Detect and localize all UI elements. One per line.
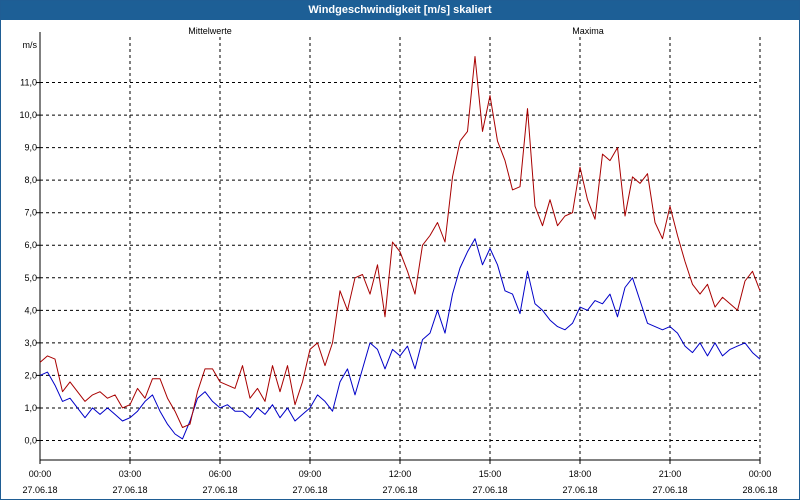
y-tick-label: 9,0 [24, 143, 37, 153]
y-tick-label: 4,0 [24, 305, 37, 315]
y-tick-label: 11,0 [20, 78, 37, 88]
x-tick-date: 27.06.18 [292, 485, 327, 495]
y-tick-label: 10,0 [19, 110, 37, 120]
window-title: Windgeschwindigkeit [m/s] skaliert [1, 1, 799, 20]
x-tick-time: 09:00 [299, 469, 322, 479]
chart-grid [39, 37, 761, 460]
y-tick-label: 5,0 [24, 273, 37, 283]
y-tick-label: 8,0 [24, 175, 37, 185]
x-tick-date: 27.06.18 [382, 485, 417, 495]
legend-maxima: Maxima [572, 26, 604, 36]
x-tick-time: 06:00 [209, 469, 232, 479]
y-tick-label: 1,0 [24, 403, 37, 413]
chart-labels: 0,0 1,0 2,0 3,0 4,0 5,0 6,0 7,0 8,0 9,0 10,0 11,0 m/… [19, 26, 777, 495]
x-tick-time: 12:00 [389, 469, 412, 479]
x-tick-time: 00:00 [749, 469, 772, 479]
x-tick-date: 27.06.18 [562, 485, 597, 495]
chart-lines [39, 56, 761, 440]
chart-axes [36, 32, 761, 464]
x-tick-date: 27.06.18 [202, 485, 237, 495]
series-line-mittelwerte [39, 238, 761, 440]
x-tick-time: 00:00 [29, 469, 52, 479]
y-axis-label: m/s [23, 40, 38, 50]
x-tick-time: 03:00 [119, 469, 142, 479]
x-tick-date: 27.06.18 [472, 485, 507, 495]
y-tick-label: 3,0 [24, 338, 37, 348]
x-tick-time: 15:00 [479, 469, 502, 479]
y-tick-label: 6,0 [24, 240, 37, 250]
series-line-maxima [39, 56, 761, 428]
x-tick-date: 27.06.18 [652, 485, 687, 495]
y-tick-label: 7,0 [24, 208, 37, 218]
x-tick-time: 18:00 [569, 469, 592, 479]
x-tick-date: 28.06.18 [742, 485, 777, 495]
y-tick-label: 0,0 [24, 435, 37, 445]
legend-mittelwerte: Mittelwerte [188, 26, 232, 36]
x-tick-time: 21:00 [659, 469, 682, 479]
x-tick-date: 27.06.18 [22, 485, 57, 495]
y-tick-label: 2,0 [24, 370, 37, 380]
x-tick-date: 27.06.18 [112, 485, 147, 495]
